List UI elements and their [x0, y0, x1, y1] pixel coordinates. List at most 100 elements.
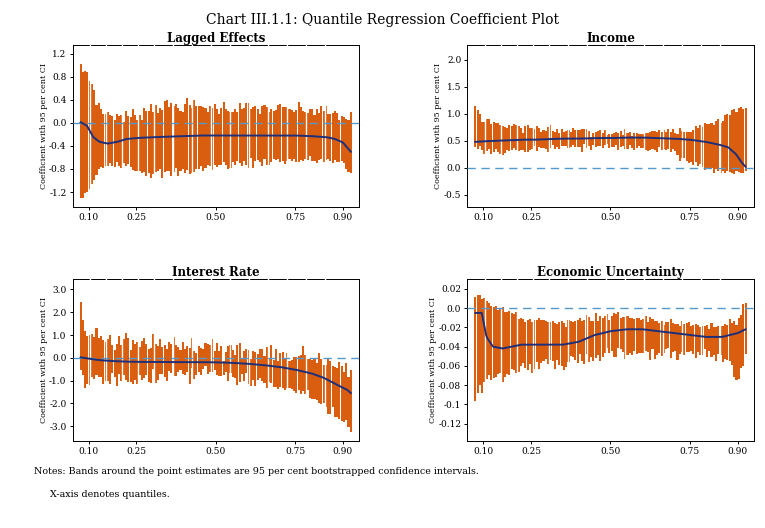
Bar [120, 116, 122, 168]
Bar [250, 359, 252, 386]
Bar [479, 296, 481, 384]
Bar [230, 112, 232, 168]
Bar [502, 126, 503, 155]
Bar [209, 345, 211, 372]
Bar [164, 345, 166, 378]
Bar [187, 98, 188, 170]
Bar [676, 134, 679, 155]
Bar [218, 115, 220, 165]
Bar [636, 133, 638, 148]
Bar [350, 370, 352, 432]
Bar [197, 106, 200, 169]
Bar [145, 344, 148, 375]
Bar [617, 133, 620, 149]
Bar [506, 128, 508, 150]
Bar [241, 109, 243, 166]
Bar [608, 320, 610, 353]
Bar [629, 132, 631, 146]
Bar [200, 348, 202, 375]
Bar [497, 310, 499, 374]
Bar [80, 64, 82, 197]
Bar [259, 349, 261, 378]
Bar [672, 129, 674, 149]
Bar [272, 360, 275, 386]
Bar [295, 357, 298, 393]
Bar [120, 345, 122, 381]
Bar [239, 343, 240, 382]
Bar [665, 133, 667, 150]
Bar [284, 360, 286, 390]
Bar [272, 111, 275, 159]
Bar [157, 113, 159, 171]
Bar [302, 346, 304, 391]
Bar [132, 340, 134, 384]
Bar [82, 72, 84, 197]
Bar [193, 100, 195, 172]
Bar [277, 361, 279, 389]
Bar [742, 304, 744, 366]
Bar [495, 306, 497, 376]
Bar [715, 327, 717, 361]
Bar [98, 103, 99, 168]
Bar [490, 124, 493, 154]
Bar [329, 114, 331, 162]
Y-axis label: Coefficient with 95 per cent CI: Coefficient with 95 per cent CI [428, 297, 437, 423]
Bar [227, 111, 230, 169]
Bar [633, 318, 636, 351]
Bar [204, 343, 207, 366]
Bar [252, 351, 254, 380]
Bar [727, 114, 728, 171]
Bar [500, 125, 501, 154]
Bar [307, 359, 309, 390]
Bar [345, 119, 347, 169]
Bar [697, 325, 699, 352]
Bar [298, 356, 300, 390]
Bar [627, 133, 629, 148]
Bar [143, 108, 145, 172]
Bar [230, 345, 232, 373]
Bar [152, 112, 155, 174]
Bar [629, 318, 631, 353]
Bar [166, 349, 168, 381]
Bar [660, 322, 662, 356]
Bar [250, 109, 252, 158]
Bar [321, 360, 322, 403]
Bar [590, 320, 592, 357]
Bar [690, 326, 692, 351]
Bar [314, 116, 315, 161]
Bar [150, 348, 152, 383]
Bar [282, 352, 284, 388]
Bar [565, 131, 568, 146]
Bar [311, 360, 313, 400]
Bar [513, 124, 515, 148]
Bar [252, 107, 254, 168]
Bar [624, 129, 627, 149]
Bar [202, 107, 204, 171]
Bar [216, 109, 218, 167]
Bar [143, 338, 145, 378]
Bar [227, 346, 230, 381]
Bar [225, 352, 227, 372]
Bar [654, 131, 656, 149]
Bar [293, 356, 295, 391]
Bar [511, 126, 513, 150]
Bar [82, 319, 84, 374]
Bar [316, 109, 317, 163]
Bar [155, 105, 157, 172]
Bar [579, 130, 581, 147]
Bar [679, 326, 681, 354]
Bar [309, 109, 311, 156]
Bar [93, 337, 96, 379]
Bar [558, 322, 561, 365]
Bar [608, 134, 610, 148]
Bar [243, 108, 245, 161]
Bar [204, 108, 207, 168]
Bar [581, 320, 583, 361]
Bar [624, 317, 627, 359]
Bar [213, 103, 216, 165]
Text: Chart III.1.1: Quantile Regression Coefficient Plot: Chart III.1.1: Quantile Regression Coeff… [206, 13, 559, 27]
Y-axis label: Coefficient with 95 per cent CI: Coefficient with 95 per cent CI [435, 63, 442, 188]
Bar [286, 107, 288, 162]
Bar [688, 322, 690, 352]
Bar [568, 130, 569, 148]
